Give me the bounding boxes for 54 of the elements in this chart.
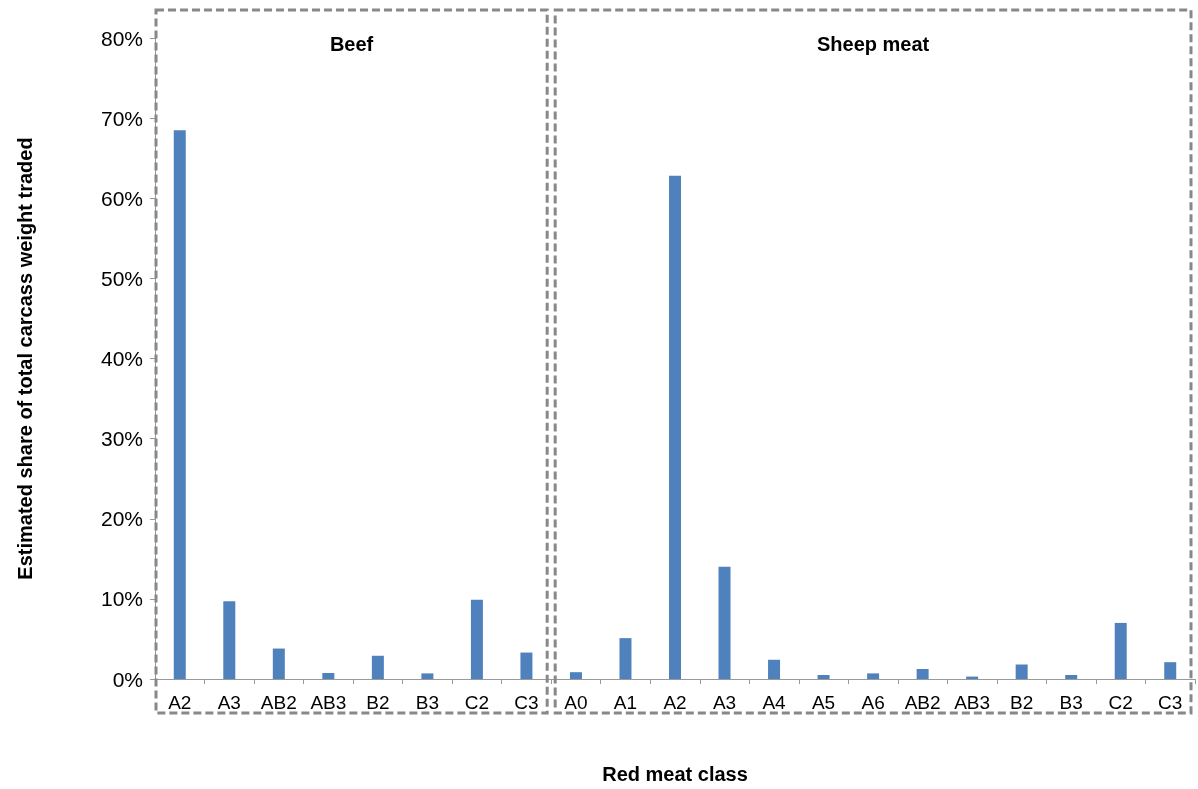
x-tick-label: B3 xyxy=(1059,692,1083,713)
bar xyxy=(768,659,781,679)
bar xyxy=(817,674,830,679)
x-tick-label: A5 xyxy=(811,692,836,713)
bar xyxy=(173,130,186,679)
x-tick-label: A2 xyxy=(168,692,192,713)
bar xyxy=(1164,662,1177,679)
bar xyxy=(718,566,731,679)
x-tick-label: A1 xyxy=(613,692,638,713)
bar xyxy=(520,652,533,679)
y-tick-label: 10% xyxy=(100,587,143,611)
x-tick-label: C3 xyxy=(1158,692,1183,713)
bar xyxy=(322,672,335,679)
y-axis-title: Estimated share of total carcass weight traded xyxy=(14,137,36,580)
x-tick-label: AB2 xyxy=(260,692,297,713)
y-tick-label: 0% xyxy=(112,667,143,691)
x-tick-label: B2 xyxy=(366,692,390,713)
bar xyxy=(421,673,434,679)
bar xyxy=(569,672,582,679)
x-tick-label: A4 xyxy=(762,692,787,713)
bar xyxy=(223,601,236,679)
annotation: Beef xyxy=(329,33,374,55)
bar xyxy=(916,668,929,679)
x-tick-label: A3 xyxy=(712,692,737,713)
y-tick-label: 40% xyxy=(100,347,143,370)
x-tick-label: AB3 xyxy=(954,692,991,713)
x-tick-label: B2 xyxy=(1010,692,1034,713)
y-tick-label: 50% xyxy=(100,266,143,290)
y-tick-label: 80% xyxy=(100,26,143,50)
bar xyxy=(1114,622,1127,679)
x-tick-label: A2 xyxy=(663,692,687,713)
y-tick-label: 30% xyxy=(100,427,143,451)
annotation: Sheep meat xyxy=(816,33,930,55)
x-tick-label: A6 xyxy=(861,692,885,713)
bar xyxy=(1015,664,1028,679)
bar xyxy=(470,599,483,679)
bar xyxy=(1065,674,1078,679)
x-tick-label: C2 xyxy=(1108,692,1133,713)
y-tick-label: 60% xyxy=(100,186,143,210)
x-tick-label: AB3 xyxy=(310,692,347,713)
bar xyxy=(371,655,384,679)
bar xyxy=(867,673,880,679)
bar xyxy=(272,648,285,679)
x-tick-label: B3 xyxy=(415,692,440,713)
bar xyxy=(669,175,681,679)
y-tick-label: 20% xyxy=(100,507,143,531)
x-tick-label: AB2 xyxy=(904,692,941,713)
x-tick-label: C2 xyxy=(464,692,490,713)
bar xyxy=(619,638,632,679)
x-tick-label: C3 xyxy=(514,692,539,713)
x-axis-title: Red meat class xyxy=(602,763,748,785)
y-tick-label: 70% xyxy=(100,106,143,130)
x-tick-label: A3 xyxy=(217,692,241,713)
x-tick-label: A0 xyxy=(564,692,588,713)
